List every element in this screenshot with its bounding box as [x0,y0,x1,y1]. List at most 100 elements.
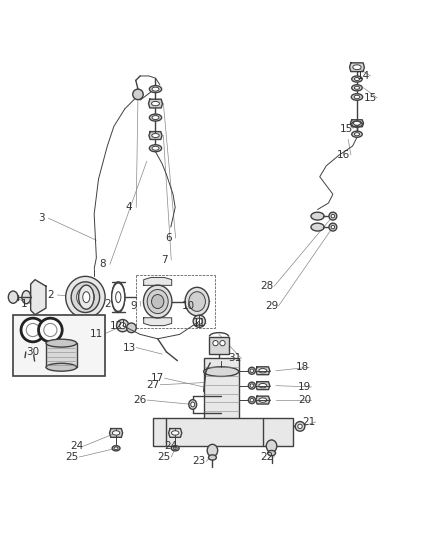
Ellipse shape [353,122,360,125]
Ellipse shape [185,287,209,316]
Bar [153,418,293,446]
Polygon shape [350,120,364,127]
Text: 11: 11 [90,329,103,340]
Polygon shape [256,396,270,404]
Text: 1: 1 [21,298,28,309]
Text: 12: 12 [110,321,123,330]
Ellipse shape [152,87,159,91]
Ellipse shape [329,223,337,231]
Ellipse shape [149,145,162,152]
Ellipse shape [311,212,324,220]
Ellipse shape [117,319,129,332]
Ellipse shape [127,323,136,333]
Bar [46,343,77,367]
Text: 11: 11 [193,318,206,328]
Polygon shape [256,367,270,375]
Ellipse shape [269,425,274,428]
Ellipse shape [352,131,362,138]
Polygon shape [144,278,172,285]
Text: 14: 14 [357,71,370,81]
Ellipse shape [196,318,202,324]
Ellipse shape [354,86,360,90]
Ellipse shape [250,384,254,387]
Text: 3: 3 [38,213,45,223]
Polygon shape [31,280,46,314]
Text: 10: 10 [182,301,195,311]
Circle shape [133,89,143,100]
Text: 25: 25 [158,452,171,462]
Bar [13,314,105,376]
Ellipse shape [268,450,276,456]
Text: 4: 4 [126,203,133,212]
Text: 30: 30 [26,347,39,357]
Bar [209,336,229,354]
Ellipse shape [331,214,335,218]
Ellipse shape [220,341,225,346]
Text: 29: 29 [265,301,278,311]
Ellipse shape [311,223,324,231]
Ellipse shape [77,287,94,307]
Ellipse shape [352,121,362,127]
Ellipse shape [259,368,267,373]
Ellipse shape [353,65,361,70]
Text: 24: 24 [164,441,177,451]
Polygon shape [144,318,172,326]
Text: 27: 27 [147,379,160,390]
Ellipse shape [331,225,335,229]
Ellipse shape [71,282,99,312]
Circle shape [44,324,57,336]
Ellipse shape [204,367,239,376]
Text: 31: 31 [228,353,241,364]
Text: 18: 18 [296,362,309,372]
Polygon shape [110,429,123,437]
Ellipse shape [171,446,179,451]
Ellipse shape [354,123,360,126]
Ellipse shape [152,101,159,106]
Ellipse shape [173,447,177,449]
Ellipse shape [352,85,362,91]
Ellipse shape [191,402,195,407]
Ellipse shape [295,422,305,431]
Ellipse shape [8,291,18,303]
Ellipse shape [248,397,255,403]
Ellipse shape [329,212,337,220]
Ellipse shape [143,285,172,318]
Ellipse shape [66,276,105,318]
Ellipse shape [112,282,125,312]
Text: 9: 9 [130,301,137,311]
Ellipse shape [147,289,168,313]
Bar [204,359,239,424]
Polygon shape [350,63,364,71]
Text: 19: 19 [298,382,311,392]
Ellipse shape [152,146,159,150]
Ellipse shape [213,341,218,346]
Ellipse shape [152,116,159,119]
Ellipse shape [208,455,216,460]
Text: 28: 28 [261,281,274,291]
Text: 6: 6 [165,233,172,243]
Text: 2: 2 [104,298,111,309]
Ellipse shape [78,285,94,309]
Ellipse shape [83,292,90,303]
Ellipse shape [112,446,120,451]
Ellipse shape [351,94,363,100]
Ellipse shape [46,364,77,371]
Ellipse shape [259,383,267,388]
Ellipse shape [116,292,121,303]
Ellipse shape [152,134,159,138]
Ellipse shape [298,424,302,429]
Circle shape [21,318,45,342]
Ellipse shape [207,445,218,457]
Polygon shape [256,382,270,390]
Text: 17: 17 [151,373,164,383]
Ellipse shape [354,77,360,80]
Ellipse shape [112,283,125,311]
Text: 22: 22 [261,452,274,462]
Ellipse shape [193,315,205,327]
Ellipse shape [189,400,197,409]
Circle shape [26,324,39,336]
Ellipse shape [266,423,277,430]
Text: 26: 26 [134,395,147,405]
Text: 15: 15 [364,93,377,103]
Polygon shape [149,132,162,140]
